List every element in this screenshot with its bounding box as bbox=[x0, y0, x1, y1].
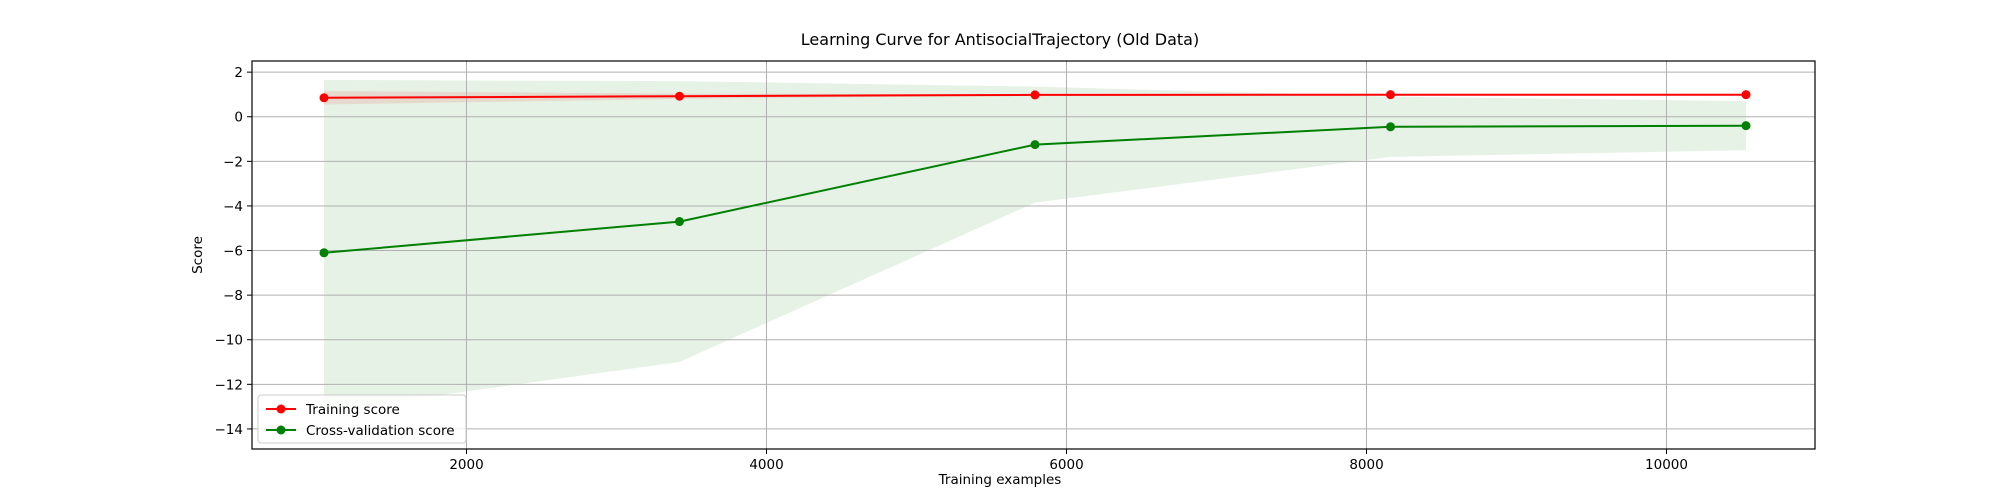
x-axis-label: Training examples bbox=[938, 472, 1062, 488]
point-training bbox=[1386, 90, 1395, 100]
y-tick-label: −2 bbox=[223, 154, 243, 170]
x-tick-label: 8000 bbox=[1349, 457, 1383, 473]
plot-frame bbox=[251, 60, 1816, 450]
confidence-bands bbox=[324, 80, 1746, 412]
x-tick-label: 2000 bbox=[449, 457, 483, 473]
band-cross-validation bbox=[324, 80, 1746, 412]
y-tick-label: 0 bbox=[234, 110, 243, 126]
x-tick-label: 4000 bbox=[749, 457, 783, 473]
point-training bbox=[1741, 90, 1751, 100]
point-training bbox=[1030, 90, 1040, 100]
legend: Training score Cross-validation score bbox=[257, 394, 467, 444]
point-training bbox=[675, 91, 684, 101]
point-cross-validation bbox=[1741, 121, 1751, 131]
series-markers bbox=[319, 90, 1751, 258]
grid-lines bbox=[252, 61, 1815, 449]
y-tick-label: −8 bbox=[223, 288, 243, 304]
legend-box bbox=[257, 394, 467, 444]
y-tick-label: 2 bbox=[234, 65, 243, 81]
point-cross-validation bbox=[1030, 140, 1040, 150]
y-tick-label: −10 bbox=[215, 333, 244, 349]
point-cross-validation bbox=[675, 217, 684, 227]
y-tick-label: −6 bbox=[223, 244, 243, 260]
y-tick-label: −14 bbox=[215, 422, 244, 438]
point-training bbox=[319, 93, 329, 103]
point-cross-validation bbox=[319, 248, 329, 258]
legend-label-cross-validation: Cross-validation score bbox=[306, 423, 455, 439]
axes: 2000 4000 6000 8000 10000 2 0 −2 −4 −6 −8 −10 −12 −14 bbox=[215, 60, 1816, 473]
legend-label-training: Training score bbox=[305, 402, 400, 418]
y-tick-label: −12 bbox=[215, 377, 244, 393]
legend-marker-training bbox=[276, 404, 286, 414]
legend-marker-cross-validation bbox=[276, 425, 286, 435]
x-tick-label: 10000 bbox=[1645, 457, 1688, 473]
y-tick-label: −4 bbox=[223, 199, 243, 215]
x-tick-label: 6000 bbox=[1049, 457, 1083, 473]
chart-title: Learning Curve for AntisocialTrajectory … bbox=[801, 30, 1199, 49]
y-axis-label: Score bbox=[190, 236, 206, 274]
point-cross-validation bbox=[1386, 122, 1395, 132]
